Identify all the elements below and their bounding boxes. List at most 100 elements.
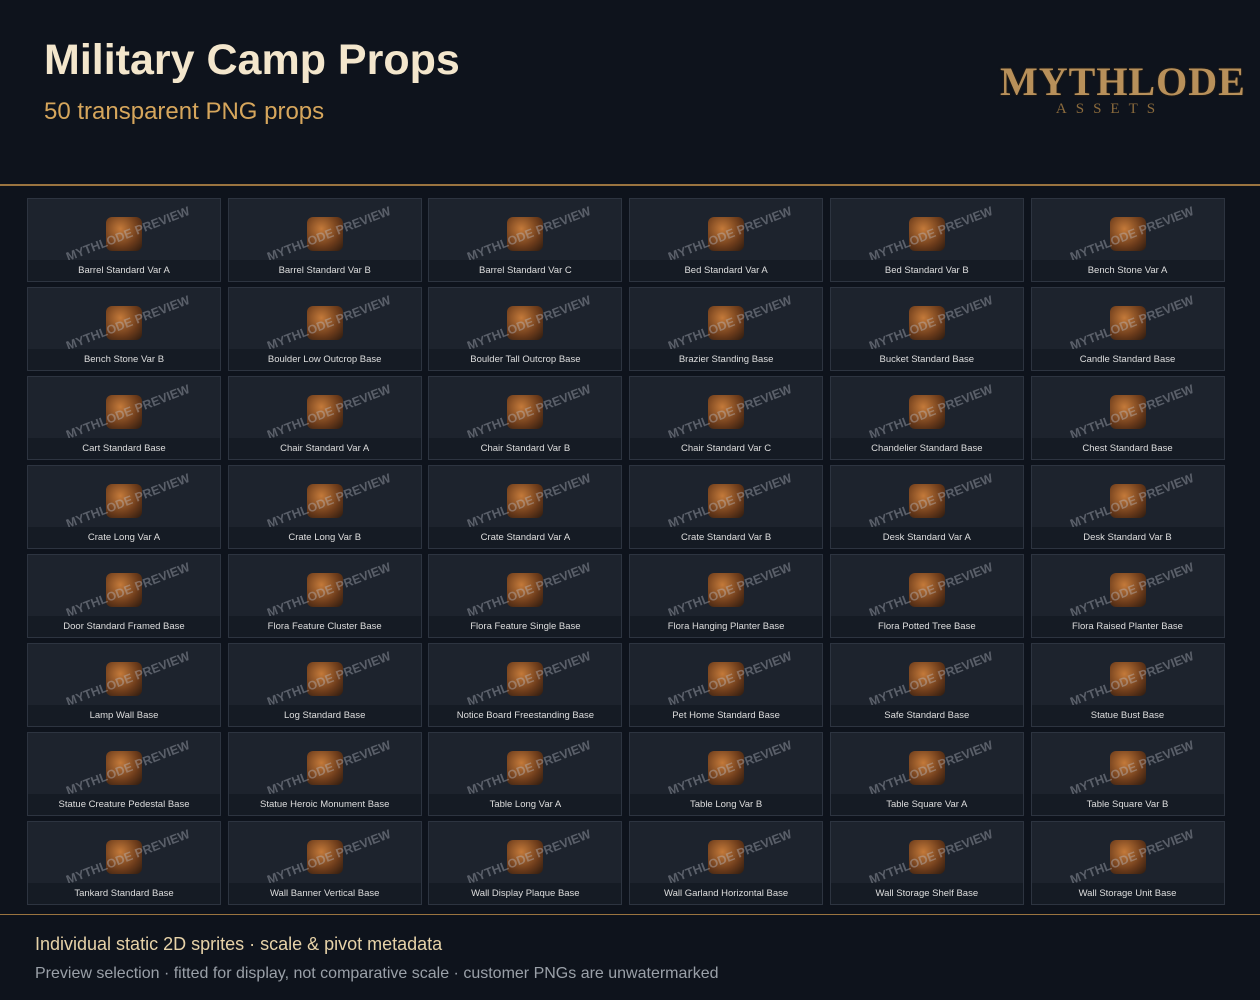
prop-card: MYTHLODE PREVIEW Wall Display Plaque Base xyxy=(428,821,623,905)
prop-thumbnail xyxy=(1109,573,1146,607)
prop-label: Table Long Var B xyxy=(630,794,823,815)
prop-card: MYTHLODE PREVIEW Notice Board Freestandin… xyxy=(428,643,623,727)
prop-thumbnail xyxy=(1109,306,1146,340)
prop-card: MYTHLODE PREVIEW Bench Stone Var B xyxy=(27,287,221,371)
prop-label: Statue Creature Pedestal Base xyxy=(28,794,220,815)
prop-thumbnail xyxy=(908,217,945,251)
prop-label: Lamp Wall Base xyxy=(28,705,220,726)
watermark: MYTHLODE PREVIEW xyxy=(264,292,393,354)
prop-card: MYTHLODE PREVIEW Chest Standard Base xyxy=(1030,376,1225,460)
watermark: MYTHLODE PREVIEW xyxy=(666,292,794,354)
prop-thumbnail xyxy=(106,573,142,607)
prop-card: MYTHLODE PREVIEW Chair Standard Var C xyxy=(629,376,824,460)
prop-card: MYTHLODE PREVIEW Chandelier Standard Base xyxy=(829,376,1024,460)
prop-thumbnail xyxy=(306,840,343,874)
watermark: MYTHLODE PREVIEW xyxy=(465,737,594,799)
prop-thumbnail xyxy=(106,306,142,340)
logo: MYTHLODE ASSETS xyxy=(1000,58,1245,118)
prop-card: MYTHLODE PREVIEW Safe Standard Base xyxy=(829,643,1024,727)
prop-label: Crate Standard Var B xyxy=(630,527,823,548)
prop-card: MYTHLODE PREVIEW Statue Bust Base xyxy=(1030,643,1225,727)
prop-card: MYTHLODE PREVIEW Lamp Wall Base xyxy=(27,643,221,727)
prop-card: MYTHLODE PREVIEW Wall Banner Vertical Bas… xyxy=(227,821,422,905)
watermark: MYTHLODE PREVIEW xyxy=(666,559,794,621)
prop-label: Chandelier Standard Base xyxy=(830,438,1023,459)
prop-label: Crate Long Var B xyxy=(228,527,421,548)
watermark: MYTHLODE PREVIEW xyxy=(867,203,995,265)
watermark: MYTHLODE PREVIEW xyxy=(1067,648,1196,710)
prop-thumbnail xyxy=(106,840,142,874)
prop-label: Wall Garland Horizontal Base xyxy=(630,883,823,904)
prop-card: MYTHLODE PREVIEW Flora Hanging Planter Ba… xyxy=(629,554,824,638)
watermark: MYTHLODE PREVIEW xyxy=(666,381,794,443)
prop-thumbnail xyxy=(507,662,544,696)
prop-label: Flora Feature Cluster Base xyxy=(228,616,421,637)
watermark: MYTHLODE PREVIEW xyxy=(264,559,393,621)
prop-card: MYTHLODE PREVIEW Tankard Standard Base xyxy=(27,821,221,905)
prop-card: MYTHLODE PREVIEW Wall Storage Unit Base xyxy=(1030,821,1225,905)
prop-label: Notice Board Freestanding Base xyxy=(429,705,622,726)
watermark: MYTHLODE PREVIEW xyxy=(64,559,192,621)
prop-label: Cart Standard Base xyxy=(28,438,220,459)
prop-thumbnail xyxy=(106,217,142,251)
prop-thumbnail xyxy=(1109,751,1146,785)
prop-thumbnail xyxy=(1109,217,1146,251)
prop-label: Wall Display Plaque Base xyxy=(429,883,622,904)
prop-thumbnail xyxy=(106,751,142,785)
prop-thumbnail xyxy=(306,306,343,340)
prop-thumbnail xyxy=(708,306,745,340)
prop-label: Crate Standard Var A xyxy=(429,527,622,548)
prop-thumbnail xyxy=(1109,395,1146,429)
prop-card: MYTHLODE PREVIEW Flora Feature Single Bas… xyxy=(428,554,623,638)
prop-card: MYTHLODE PREVIEW Crate Standard Var A xyxy=(428,465,623,549)
watermark: MYTHLODE PREVIEW xyxy=(64,826,192,888)
prop-label: Flora Raised Planter Base xyxy=(1031,616,1224,637)
prop-card: MYTHLODE PREVIEW Brazier Standing Base xyxy=(629,287,824,371)
watermark: MYTHLODE PREVIEW xyxy=(465,292,594,354)
prop-thumbnail xyxy=(708,395,745,429)
watermark: MYTHLODE PREVIEW xyxy=(465,381,594,443)
watermark: MYTHLODE PREVIEW xyxy=(264,737,393,799)
prop-card: MYTHLODE PREVIEW Statue Creature Pedestal… xyxy=(27,732,221,816)
watermark: MYTHLODE PREVIEW xyxy=(64,203,192,265)
prop-label: Statue Bust Base xyxy=(1031,705,1224,726)
prop-card: MYTHLODE PREVIEW Bed Standard Var A xyxy=(629,198,824,282)
prop-card: MYTHLODE PREVIEW Boulder Low Outcrop Base xyxy=(227,287,422,371)
watermark: MYTHLODE PREVIEW xyxy=(867,826,995,888)
watermark: MYTHLODE PREVIEW xyxy=(264,826,393,888)
prop-thumbnail xyxy=(507,751,544,785)
prop-label: Bed Standard Var B xyxy=(830,260,1023,281)
prop-card: MYTHLODE PREVIEW Wall Storage Shelf Base xyxy=(829,821,1024,905)
prop-card: MYTHLODE PREVIEW Crate Long Var B xyxy=(227,465,422,549)
prop-card: MYTHLODE PREVIEW Desk Standard Var B xyxy=(1030,465,1225,549)
prop-card: MYTHLODE PREVIEW Flora Raised Planter Bas… xyxy=(1030,554,1225,638)
prop-label: Desk Standard Var B xyxy=(1031,527,1224,548)
prop-label: Table Square Var B xyxy=(1031,794,1224,815)
prop-label: Bench Stone Var A xyxy=(1031,260,1224,281)
prop-thumbnail xyxy=(507,573,544,607)
prop-thumbnail xyxy=(908,662,945,696)
prop-card: MYTHLODE PREVIEW Table Long Var A xyxy=(428,732,623,816)
prop-label: Wall Banner Vertical Base xyxy=(228,883,421,904)
prop-label: Flora Potted Tree Base xyxy=(830,616,1023,637)
watermark: MYTHLODE PREVIEW xyxy=(64,381,192,443)
prop-thumbnail xyxy=(106,484,142,518)
watermark: MYTHLODE PREVIEW xyxy=(867,559,995,621)
prop-label: Desk Standard Var A xyxy=(830,527,1023,548)
watermark: MYTHLODE PREVIEW xyxy=(64,737,192,799)
prop-card: MYTHLODE PREVIEW Wall Garland Horizontal … xyxy=(629,821,824,905)
watermark: MYTHLODE PREVIEW xyxy=(465,559,594,621)
prop-thumbnail xyxy=(507,840,544,874)
prop-thumbnail xyxy=(1109,484,1146,518)
prop-label: Wall Storage Unit Base xyxy=(1031,883,1224,904)
prop-card: MYTHLODE PREVIEW Flora Potted Tree Base xyxy=(829,554,1024,638)
subtitle: 50 transparent PNG props xyxy=(44,98,325,125)
watermark: MYTHLODE PREVIEW xyxy=(264,381,393,443)
prop-label: Pet Home Standard Base xyxy=(630,705,823,726)
watermark: MYTHLODE PREVIEW xyxy=(264,648,393,710)
prop-card: MYTHLODE PREVIEW Log Standard Base xyxy=(227,643,422,727)
prop-card: MYTHLODE PREVIEW Bench Stone Var A xyxy=(1030,198,1225,282)
prop-thumbnail xyxy=(908,484,945,518)
prop-thumbnail xyxy=(106,395,142,429)
